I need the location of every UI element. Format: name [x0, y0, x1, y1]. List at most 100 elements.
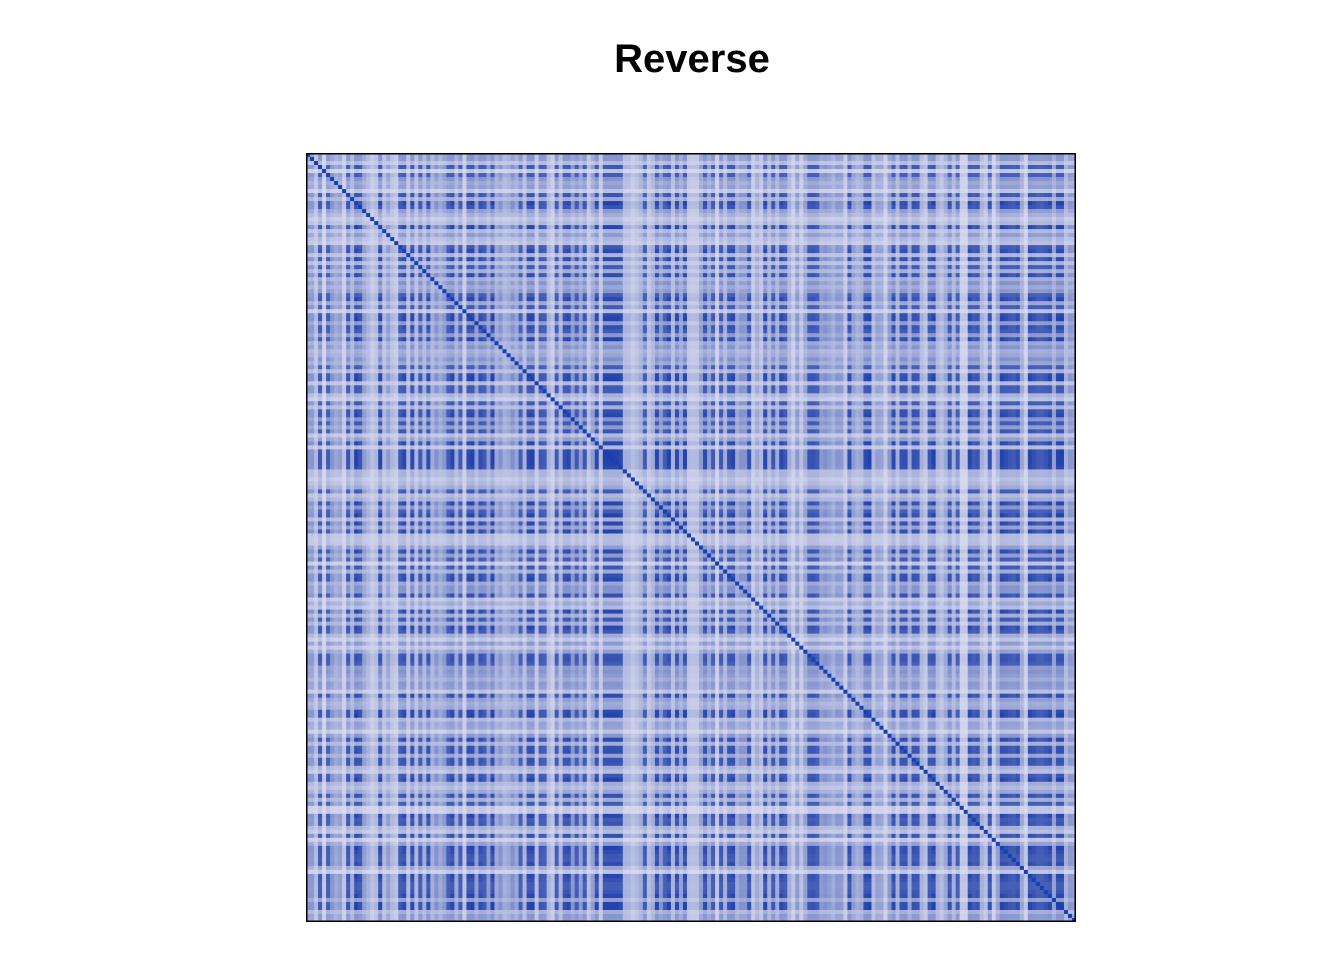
heatmap-cell: [671, 205, 676, 210]
heatmap-cell: [398, 157, 403, 162]
heatmap-cell: [470, 201, 475, 206]
heatmap-cell: [390, 193, 395, 198]
heatmap-cell: [855, 173, 860, 178]
heatmap-cell: [719, 205, 724, 210]
heatmap-cell: [831, 189, 836, 194]
heatmap-cell: [567, 201, 572, 206]
heatmap-cell: [904, 169, 909, 174]
heatmap-cell: [462, 193, 467, 198]
heatmap-cell: [382, 169, 387, 174]
heatmap-cell: [591, 189, 596, 194]
heatmap-cell: [699, 177, 704, 182]
heatmap-cell: [543, 161, 548, 166]
heatmap-cell: [663, 173, 668, 178]
heatmap-cell: [976, 161, 981, 166]
heatmap-cell: [458, 185, 463, 190]
heatmap-cell: [350, 157, 355, 162]
heatmap-cell: [462, 201, 467, 206]
heatmap-cell: [1060, 169, 1065, 174]
heatmap-cell: [414, 181, 419, 186]
heatmap-cell: [390, 173, 395, 178]
heatmap-cell: [663, 169, 668, 174]
heatmap-cell: [771, 205, 776, 210]
heatmap-cell: [310, 157, 315, 162]
heatmap-cell: [490, 181, 495, 186]
heatmap-cell: [964, 201, 969, 206]
heatmap-cell: [988, 197, 993, 202]
heatmap-cell: [815, 181, 820, 186]
heatmap-cell: [599, 189, 604, 194]
heatmap-cell: [354, 201, 359, 206]
heatmap-cell: [956, 173, 961, 178]
heatmap-cell: [623, 173, 628, 178]
heatmap-cell: [667, 205, 672, 210]
heatmap-cell: [386, 205, 391, 210]
heatmap-cell: [350, 189, 355, 194]
heatmap-cell: [410, 165, 415, 170]
heatmap-cell: [394, 189, 399, 194]
heatmap-cell: [342, 193, 347, 198]
heatmap-cell: [940, 177, 945, 182]
heatmap-cell: [896, 157, 901, 162]
heatmap-cell: [827, 177, 832, 182]
heatmap-cell: [655, 197, 660, 202]
heatmap-cell: [835, 201, 840, 206]
heatmap-cell: [928, 177, 933, 182]
heatmap-cell: [486, 181, 491, 186]
heatmap-cell: [948, 185, 953, 190]
heatmap-cell: [474, 205, 479, 210]
heatmap-cell: [647, 157, 652, 162]
heatmap-cell: [354, 169, 359, 174]
heatmap-cell: [1028, 181, 1033, 186]
heatmap-cell: [787, 189, 792, 194]
heatmap-cell: [964, 161, 969, 166]
heatmap-cell: [418, 181, 423, 186]
heatmap-cell: [446, 201, 451, 206]
heatmap-cell: [1000, 189, 1005, 194]
heatmap-cell: [827, 165, 832, 170]
heatmap-cell: [687, 201, 692, 206]
heatmap-cell: [627, 197, 632, 202]
heatmap-cell: [675, 169, 680, 174]
heatmap-cell: [707, 181, 712, 186]
heatmap-cell: [691, 197, 696, 202]
heatmap-cell: [823, 189, 828, 194]
heatmap-cell: [647, 165, 652, 170]
heatmap-cell: [454, 197, 459, 202]
heatmap-cell: [362, 161, 367, 166]
heatmap-cell: [671, 161, 676, 166]
heatmap-cell: [346, 193, 351, 198]
heatmap-cell: [454, 161, 459, 166]
heatmap-cell: [338, 181, 343, 186]
heatmap-cell: [695, 189, 700, 194]
heatmap-cell: [843, 165, 848, 170]
heatmap-cell: [1004, 193, 1009, 198]
heatmap-cell: [667, 165, 672, 170]
heatmap-cell: [956, 185, 961, 190]
heatmap-cell: [535, 169, 540, 174]
heatmap-cell: [635, 157, 640, 162]
heatmap-cell: [875, 173, 880, 178]
heatmap-cell: [711, 165, 716, 170]
heatmap-cell: [438, 193, 443, 198]
heatmap-cell: [547, 165, 552, 170]
heatmap-cell: [623, 189, 628, 194]
heatmap-cell: [462, 205, 467, 210]
heatmap-cell: [1044, 173, 1049, 178]
heatmap-cell: [823, 193, 828, 198]
heatmap-cell: [707, 157, 712, 162]
heatmap-cell: [314, 169, 319, 174]
heatmap-cell: [482, 161, 487, 166]
heatmap-cell: [847, 193, 852, 198]
heatmap-cell: [900, 165, 905, 170]
heatmap-cell: [775, 161, 780, 166]
heatmap-cell: [374, 205, 379, 210]
heatmap-cell: [426, 165, 431, 170]
heatmap-cell: [374, 201, 379, 206]
heatmap-cell: [314, 201, 319, 206]
heatmap-cell: [659, 173, 664, 178]
heatmap-cell: [819, 193, 824, 198]
heatmap-cell: [1024, 185, 1029, 190]
heatmap-cell: [659, 169, 664, 174]
heatmap-cell: [462, 181, 467, 186]
